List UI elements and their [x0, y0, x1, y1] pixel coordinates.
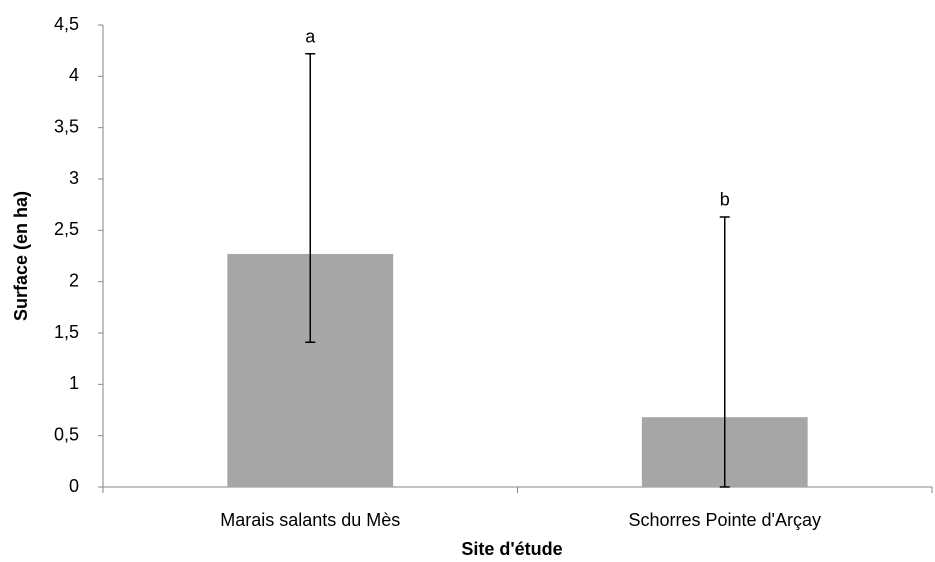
y-tick-label: 2,5 — [54, 219, 79, 239]
y-tick-label: 0,5 — [54, 424, 79, 444]
y-tick-label: 4 — [69, 65, 79, 85]
x-tick-label: Schorres Pointe d'Arçay — [628, 510, 821, 530]
annotation: b — [720, 190, 730, 210]
y-tick-label: 1 — [69, 373, 79, 393]
y-tick-label: 3 — [69, 168, 79, 188]
y-axis-label: Surface (en ha) — [11, 191, 31, 321]
y-tick-label: 2 — [69, 270, 79, 290]
y-tick-label: 4,5 — [54, 14, 79, 34]
annotation: a — [305, 26, 316, 46]
y-tick-label: 1,5 — [54, 322, 79, 342]
y-tick-label: 0 — [69, 476, 79, 496]
x-axis-label: Site d'étude — [461, 539, 562, 559]
x-tick-label: Marais salants du Mès — [220, 510, 400, 530]
y-tick-label: 3,5 — [54, 116, 79, 136]
